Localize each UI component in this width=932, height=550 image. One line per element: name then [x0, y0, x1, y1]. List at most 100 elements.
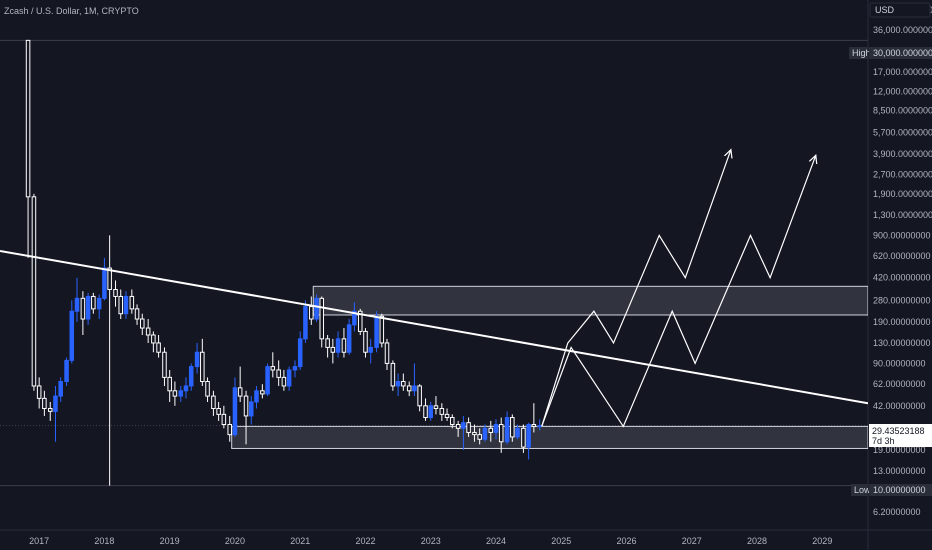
candle-body	[401, 381, 406, 387]
candle-body	[31, 196, 37, 387]
candle-body	[521, 427, 526, 448]
y-axis[interactable]: 52,000.0000000036,000.0000000024,000.000…	[873, 5, 932, 517]
x-tick-label: 2022	[355, 536, 375, 546]
candle-body	[53, 395, 58, 412]
candle	[227, 415, 232, 442]
support-resistance-zones[interactable]	[231, 285, 868, 449]
candle	[341, 328, 347, 358]
y-tick-label: 1,900.00000000	[873, 189, 932, 199]
candle-body	[515, 427, 520, 438]
candle-body	[379, 315, 385, 344]
zone-rect-1[interactable]	[231, 425, 868, 449]
candle	[390, 360, 396, 391]
high-low-lines	[0, 39, 868, 487]
candle-body	[172, 390, 178, 397]
candle	[265, 363, 270, 397]
candle	[64, 357, 69, 386]
candle	[260, 384, 265, 399]
projection-layer[interactable]	[541, 150, 816, 428]
candle	[521, 424, 526, 453]
candle	[368, 338, 373, 364]
candle	[167, 369, 172, 402]
candle-body	[531, 424, 537, 427]
candle-body	[286, 369, 292, 387]
zone-rect-0[interactable]	[312, 285, 868, 316]
candle-body	[58, 381, 63, 397]
x-tick-label: 2027	[682, 536, 702, 546]
x-axis[interactable]: 2017 2018 2019 2020 2021 2022 2023 2024 2025 2026…	[29, 536, 832, 546]
candle-body	[85, 295, 91, 320]
candle	[346, 319, 352, 355]
projection-path-1[interactable]	[541, 155, 816, 428]
candle	[428, 401, 434, 421]
candle-body	[113, 288, 118, 297]
candle-body	[270, 366, 276, 371]
x-tick-label: 2025	[551, 536, 571, 546]
candle-body	[341, 338, 347, 353]
bar-countdown: 7d 3h	[872, 436, 895, 446]
candle	[58, 377, 63, 402]
candle	[276, 360, 281, 386]
candle-body	[439, 408, 445, 415]
candle-body	[47, 408, 53, 412]
candle-body	[537, 425, 542, 428]
candle-body	[368, 346, 373, 353]
candle	[270, 352, 276, 378]
candle	[482, 424, 488, 442]
candle	[162, 347, 167, 386]
candle-body	[260, 390, 265, 395]
currency-selector[interactable]: USD	[869, 2, 931, 18]
candle	[205, 377, 210, 402]
trendline[interactable]	[0, 249, 868, 405]
y-tick-label: 62.00000000	[873, 379, 926, 389]
x-tick-label: 2021	[290, 536, 310, 546]
candle	[102, 257, 107, 301]
x-tick-label: 2026	[617, 536, 637, 546]
candle	[74, 277, 80, 322]
y-tick-label: 190.00000000	[873, 317, 931, 327]
candle	[85, 292, 91, 325]
candle-body	[227, 424, 232, 436]
candle	[156, 335, 161, 358]
candle	[183, 377, 189, 399]
candle	[330, 338, 336, 364]
candle	[335, 331, 341, 358]
projection-path-0[interactable]	[541, 150, 731, 427]
candle-body	[346, 324, 352, 353]
price-scale-background[interactable]	[868, 0, 932, 550]
candle	[91, 292, 96, 314]
candle-body	[151, 334, 156, 344]
y-tick-label: 3,900.00000000	[873, 149, 932, 159]
candle-body	[292, 366, 298, 371]
x-tick-label: 2018	[94, 536, 114, 546]
candle-body	[118, 295, 124, 315]
candle	[211, 390, 216, 416]
candle	[412, 363, 417, 397]
candle-body	[200, 351, 205, 383]
high-marker-value: 30,000.00000000	[873, 48, 932, 58]
candle	[379, 313, 385, 348]
trendline-layer[interactable]	[0, 249, 868, 405]
candle	[80, 291, 86, 336]
candle-body	[319, 297, 325, 340]
candle-body	[406, 385, 412, 392]
candle	[254, 385, 259, 409]
candle-body	[390, 362, 396, 387]
candle-body	[36, 385, 42, 399]
candle	[303, 300, 308, 343]
candle	[450, 414, 455, 429]
candle	[96, 294, 102, 320]
candle	[53, 385, 58, 442]
last-price-value: 29.43523188	[872, 426, 925, 436]
candle	[325, 335, 330, 358]
candle-body	[188, 366, 194, 387]
candle	[248, 396, 254, 425]
candle-body	[243, 395, 249, 417]
y-tick-label: 8,500.00000000	[873, 105, 932, 115]
candle	[401, 373, 406, 391]
candle-body	[276, 369, 281, 378]
candle	[25, 39, 31, 258]
high-marker-label: High	[852, 48, 871, 58]
candle-body	[482, 427, 488, 440]
